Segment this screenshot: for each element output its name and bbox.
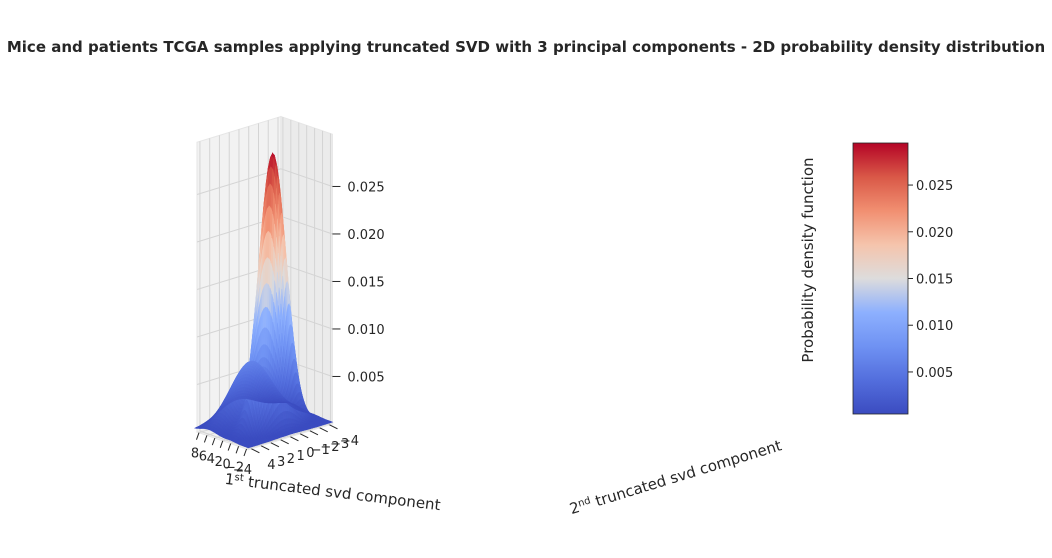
x-tick-mark [211,437,216,446]
colorbar-gradient [852,142,909,415]
y-tick-label: 1 [297,449,305,464]
y-axis-label: 2nd truncated svd component [567,436,783,518]
y-tick-mark [290,436,299,442]
z-tick-label: 0.010 [347,323,384,338]
gridline-z-back [280,263,333,282]
y-tick-mark [299,433,309,439]
x-tick-mark [227,443,232,451]
colorbar-tick-label: 0.025 [916,179,953,194]
y-tick-mark [270,442,280,448]
y-tick-label: 0 [306,446,314,461]
x-tick-label: 0 [223,458,231,473]
y-tick-label: −2 [320,440,339,455]
gridline-z-back [280,215,333,235]
axes-ticks: 8 6 4 2 0−2−4 4 3 2 1 0−1−2−3−40.0050.0100.0150.0… [191,180,385,478]
y-tick-mark [251,448,260,454]
colorbar-tick-label: 0.005 [916,366,953,381]
z-axis-label: Probability density function [799,157,817,362]
colorbar-tick-label: 0.020 [916,226,953,241]
density-surface [193,152,334,449]
colorbar-tick-label: 0.010 [916,319,953,334]
chart-title: Mice and patients TCGA samples applying … [6,38,1046,56]
z-tick-label: 0.025 [347,180,384,195]
x-tick-label: −4 [233,463,252,478]
x-axis-label: 1st truncated svd component [224,470,442,514]
z-tick-label: 0.005 [347,370,384,385]
y-tick-label: −4 [340,434,359,449]
x-tick-label: 6 [199,449,207,464]
x-tick-label: −2 [225,460,244,475]
y-tick-label: 4 [267,458,275,473]
y-tick-label: 3 [277,455,285,470]
x-tick-mark [235,446,240,454]
z-tick-label: 0.020 [347,228,384,243]
x-tick-label: 4 [207,452,215,467]
x-tick-mark [203,435,208,443]
x-tick-mark [196,432,200,440]
y-tick-mark [280,439,289,445]
gridline-z-back [280,168,333,187]
x-tick-label: 2 [215,455,223,470]
x-tick-label: 8 [191,447,199,462]
y-tick-label: 2 [287,452,295,467]
gridline-z-left [196,168,282,195]
z-tick-label: 0.015 [347,275,384,290]
x-tick-mark [219,440,224,449]
y-tick-mark [260,445,270,451]
y-tick-label: −1 [311,443,330,458]
y-tick-mark [319,427,328,433]
y-tick-label: −3 [330,437,349,452]
y-tick-mark [309,430,319,436]
colorbar-tick-label: 0.015 [916,273,953,288]
y-tick-mark [329,424,338,430]
colorbar: 0.005 0.010 0.015 0.020 0.025 [852,142,953,415]
x-tick-mark [243,448,247,457]
